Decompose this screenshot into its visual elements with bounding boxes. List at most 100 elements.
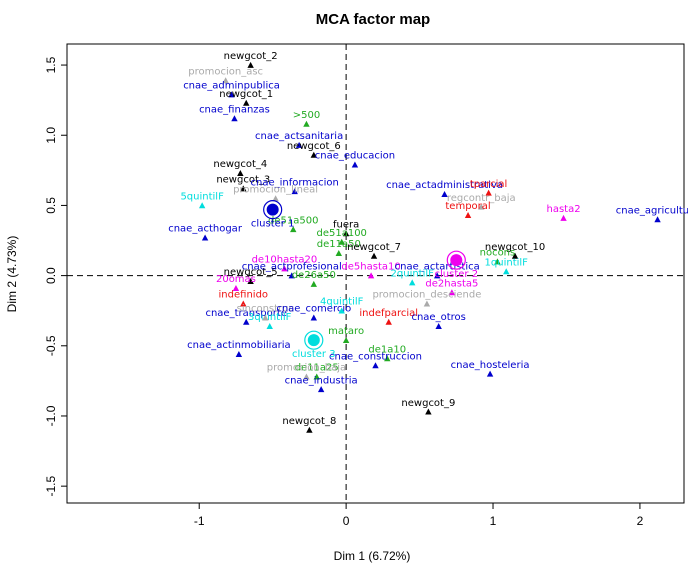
point-marker <box>338 307 345 314</box>
point-marker <box>201 234 209 241</box>
point-label: cnae_agricultura <box>616 205 688 216</box>
point-marker <box>478 203 485 210</box>
y-tick-label: 1.5 <box>44 56 58 73</box>
cluster-center <box>450 254 463 267</box>
point-marker <box>503 268 510 275</box>
cluster-ring <box>304 330 324 350</box>
point-marker <box>342 230 350 237</box>
cluster-label: cluster 1 <box>251 219 295 230</box>
point-label: promocion_asc <box>188 66 263 77</box>
point-marker <box>310 151 317 158</box>
point-label: cnae_construccion <box>329 351 422 362</box>
point-label: cnae_actadministrativa <box>386 180 503 191</box>
point-label: hasta2 <box>546 204 580 215</box>
point-label: newgcot_4 <box>213 159 267 170</box>
point-marker <box>288 272 295 279</box>
point-label: cnae_adminpublica <box>183 81 280 92</box>
point-label: 4quintilF <box>320 297 364 308</box>
point-label: mataro <box>328 326 364 337</box>
point-marker <box>494 258 501 265</box>
point-marker <box>235 351 243 358</box>
plot-frame <box>66 43 685 504</box>
point-marker <box>425 408 432 415</box>
x-tick-label: -1 <box>194 514 205 528</box>
point-marker <box>310 314 317 321</box>
point-marker <box>441 190 448 197</box>
point-marker <box>335 249 342 256</box>
point-marker <box>247 278 254 285</box>
point-label: newgcot_1 <box>219 89 273 100</box>
point-marker <box>272 195 279 202</box>
point-marker <box>485 189 492 196</box>
point-marker <box>560 214 567 221</box>
point-label: cnae_acthogar <box>168 224 243 235</box>
point-label: indefinido <box>219 290 269 301</box>
point-marker <box>306 426 313 433</box>
point-marker <box>338 238 345 245</box>
y-tick-label: -1.0 <box>44 405 58 426</box>
point-label: nocons <box>480 248 516 259</box>
point-marker <box>228 91 235 98</box>
point-marker <box>317 386 325 393</box>
point-marker <box>313 373 320 380</box>
point-label: de11a25 <box>295 363 339 374</box>
point-marker <box>247 61 254 68</box>
point-label: cnae_industria <box>285 375 358 386</box>
point-label: newgcot_10 <box>485 242 545 253</box>
point-marker <box>310 280 317 287</box>
point-label: newgcot_7 <box>347 242 401 253</box>
point-marker <box>262 314 269 321</box>
point-label: 2quintilF <box>391 269 435 280</box>
cluster-label: cluster 3 <box>292 349 336 360</box>
point-label: 20omas <box>216 274 256 285</box>
point-label: de1a10 <box>368 344 406 355</box>
axes-group: -1 0 1 2 -1.5 -1.0 -0.5 0.0 0.5 1.0 1.5 <box>44 56 644 528</box>
point-marker <box>423 300 431 307</box>
point-label: 1quintilF <box>485 257 529 268</box>
point-label: cnae_actinmobiliaria <box>187 340 290 351</box>
point-marker <box>409 279 416 286</box>
point-label: tparcial <box>470 179 507 190</box>
point-marker <box>511 252 519 259</box>
point-label: fuera <box>333 219 359 230</box>
point-marker <box>435 322 442 329</box>
point-marker <box>222 77 229 84</box>
point-label: promocion_desciende <box>372 290 481 301</box>
point-marker <box>198 202 206 209</box>
point-label: cnae_hosteleria <box>451 360 530 371</box>
point-marker <box>464 212 472 219</box>
point-marker <box>290 226 297 233</box>
point-label: regcontr_baja <box>447 193 516 204</box>
point-label: newgcot_8 <box>282 416 336 427</box>
point-marker <box>291 188 298 195</box>
point-label: newgcot_3 <box>216 175 270 186</box>
point-label: sinconstruc <box>237 304 294 315</box>
point-label: de10hasta20 <box>252 255 318 266</box>
point-label: cnae_comercio <box>276 304 351 315</box>
cluster-ring <box>446 250 466 270</box>
point-label: cnae_actartistica <box>395 262 480 273</box>
y-tick-label: 1.0 <box>44 127 58 144</box>
point-marker <box>367 272 375 279</box>
point-marker <box>385 318 392 325</box>
cluster-center <box>266 203 279 216</box>
y-tick-label: 0.0 <box>44 267 58 284</box>
y-axis-label: Dim 2 (4.73%) <box>5 236 19 313</box>
point-marker <box>372 362 379 369</box>
y-tick-label: -1.5 <box>44 475 58 496</box>
point-label: de51a500 <box>268 215 318 226</box>
point-label: 5quintilF <box>180 191 224 202</box>
point-marker <box>351 161 359 168</box>
y-tick-label: -0.5 <box>44 335 58 356</box>
point-marker <box>303 120 310 127</box>
point-label: newgcot_9 <box>401 398 455 409</box>
point-label: newgcot_6 <box>287 141 341 152</box>
point-marker <box>370 252 378 259</box>
point-marker <box>240 300 247 307</box>
y-tick-label: 0.5 <box>44 197 58 214</box>
point-label: de2hasta5 <box>425 278 478 289</box>
point-label: newgcot_5 <box>224 267 278 278</box>
point-marker <box>232 285 240 292</box>
point-label: de5hasta10 <box>341 262 400 273</box>
